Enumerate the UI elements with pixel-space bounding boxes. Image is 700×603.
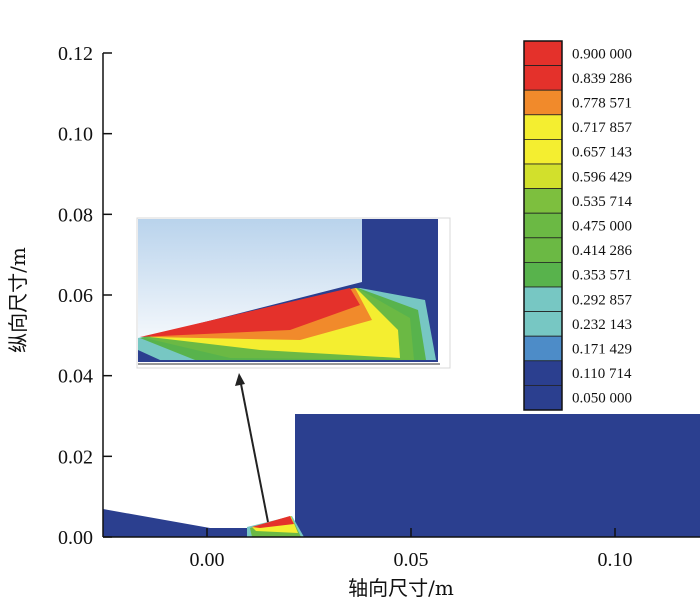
y-tick-label: 0.04: [58, 366, 93, 388]
legend-swatch: [523, 311, 563, 337]
y-axis-title: 纵向尺寸/m: [6, 247, 30, 353]
legend-label: 0.050 000: [572, 391, 632, 407]
legend-label: 0.535 714: [572, 194, 633, 210]
legend-label: 0.596 429: [572, 169, 632, 185]
legend-swatch: [523, 40, 563, 67]
legend-label: 0.110 714: [572, 366, 632, 382]
zoom-inset: [136, 217, 451, 369]
x-tick-label: 0.10: [598, 549, 633, 571]
y-tick-label: 0.00: [58, 527, 93, 549]
legend-label: 0.475 000: [572, 219, 632, 235]
x-axis-title: 轴向尺寸/m: [348, 576, 454, 600]
legend-swatch: [523, 188, 563, 214]
legend-label: 0.292 857: [572, 292, 633, 308]
legend-swatch: [523, 114, 563, 140]
y-tick-label: 0.06: [58, 285, 93, 307]
legend-swatch: [523, 237, 563, 263]
legend-label: 0.657 143: [572, 145, 632, 161]
x-tick-label: 0.00: [190, 549, 225, 571]
legend-label: 0.414 286: [572, 243, 633, 259]
legend-swatch: [523, 261, 563, 288]
legend-swatch: [523, 212, 563, 239]
y-ticks: 0.00 0.02 0.04 0.06 0.08 0.10 0.12: [58, 43, 112, 549]
y-tick-label: 0.10: [58, 124, 93, 146]
legend-swatch: [523, 163, 563, 190]
legend-swatch: [523, 335, 563, 362]
axes: 0.00 0.02 0.04 0.06 0.08 0.10 0.12 0.00 0.05 0.1…: [6, 43, 700, 600]
zoom-arrow: [235, 373, 269, 523]
hot-spot-region: [247, 516, 304, 537]
legend-swatch: [523, 286, 563, 313]
x-tick-label: 0.05: [394, 549, 429, 571]
legend-label: 0.778 571: [572, 96, 632, 112]
legend-label: 0.717 857: [572, 120, 633, 136]
legend-swatch: [523, 65, 563, 91]
legend-label: 0.839 286: [572, 71, 633, 87]
contour-field: [103, 414, 700, 537]
y-tick-label: 0.02: [58, 446, 93, 468]
legend-swatch: [523, 138, 563, 165]
x-ticks: 0.00 0.05 0.10: [190, 528, 633, 571]
legend-frame: [523, 40, 563, 411]
legend: 0.900 000 0.839 286 0.778 571 0.717 857 0.65…: [523, 40, 633, 411]
legend-label: 0.232 143: [572, 317, 632, 333]
legend-label: 0.171 429: [572, 342, 632, 358]
domain-right-block: [295, 414, 700, 537]
legend-label: 0.353 571: [572, 268, 632, 284]
legend-swatch: [523, 89, 563, 116]
y-tick-label: 0.12: [58, 43, 93, 65]
legend-label: 0.900 000: [572, 46, 632, 62]
legend-swatch: [523, 360, 563, 386]
legend-swatch: [523, 384, 563, 411]
y-tick-label: 0.08: [58, 204, 93, 226]
